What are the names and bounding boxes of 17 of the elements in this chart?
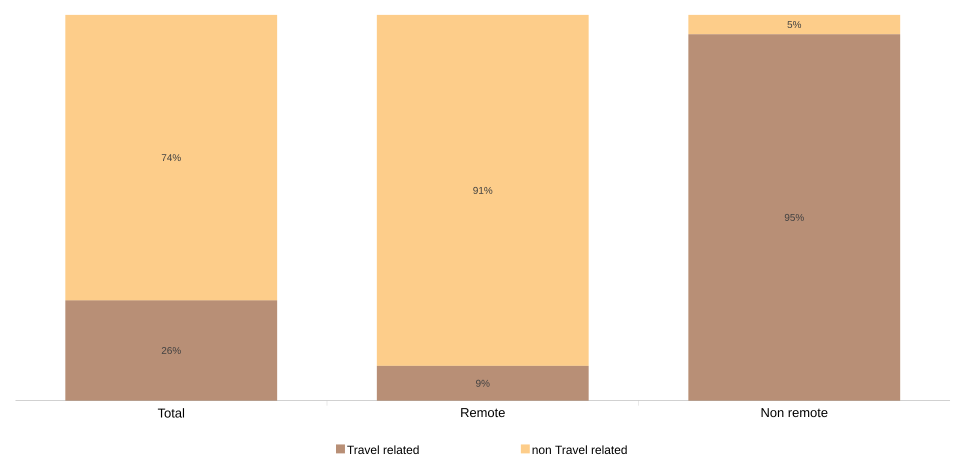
x-tick-label: Remote	[461, 408, 505, 418]
bar	[376, 366, 589, 400]
x-tick-label: Non remote	[762, 408, 828, 418]
x-tick-label: Total	[158, 408, 184, 418]
bar	[65, 14, 278, 300]
data-label: 26%	[162, 346, 181, 354]
bar	[688, 14, 900, 34]
data-label: 74%	[162, 154, 181, 161]
data-label: 91%	[473, 186, 492, 194]
bar	[376, 14, 589, 366]
bar	[688, 34, 900, 400]
bar	[65, 300, 278, 400]
data-label: 9%	[476, 380, 490, 387]
legend-label: Travel related	[347, 445, 419, 454]
data-label: 5%	[787, 20, 802, 28]
legend-label: non Travel related	[532, 445, 627, 454]
data-label: 95%	[784, 214, 804, 221]
